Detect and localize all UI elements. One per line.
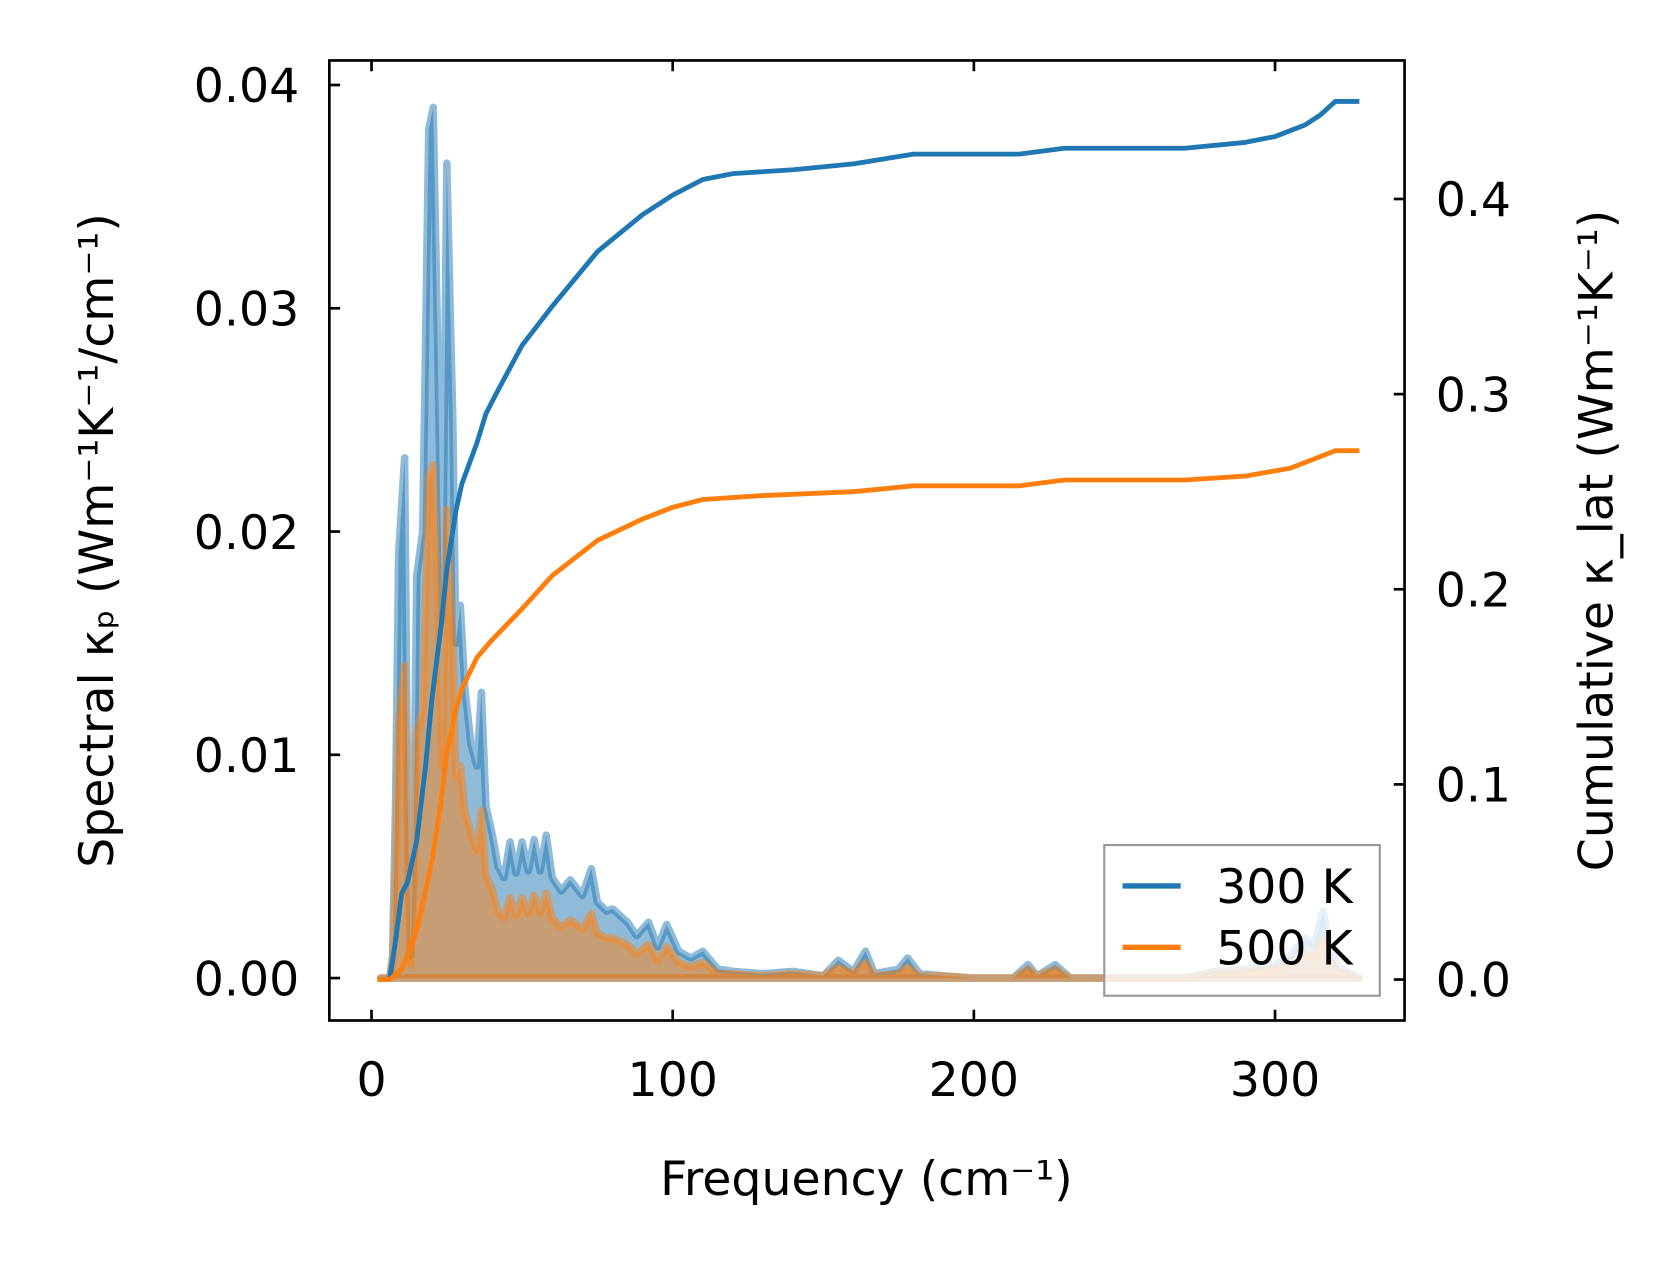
- x-tick-label: 300: [1230, 1053, 1320, 1108]
- cumulative-line-300k: [377, 99, 1360, 982]
- x-tick-label: 200: [929, 1053, 1019, 1108]
- y-left-tick-label: 0.03: [194, 283, 299, 338]
- y-axis-right-label: Cumulative κ_lat (Wm⁻¹K⁻¹): [1569, 210, 1624, 871]
- x-tick-label: 100: [627, 1053, 717, 1108]
- legend-box: [1103, 843, 1381, 997]
- y-right-tick-label: 0.3: [1436, 368, 1511, 423]
- legend: 300 K 500 K: [1103, 843, 1381, 997]
- y-right-tick-label: 0.2: [1436, 563, 1511, 618]
- legend-label-500k: 500 K: [1216, 922, 1354, 977]
- x-tick-label: 0: [356, 1053, 386, 1108]
- cumulative-line-500k: [377, 448, 1360, 982]
- y-left-tick-label: 0.04: [194, 59, 299, 114]
- axis-ticks: 0 100 200 300 0.00 0.01 0.02 0.03 0.04 0.0 0.1 0.2 0…: [194, 59, 1511, 1108]
- y-left-tick-label: 0.01: [194, 729, 299, 784]
- x-axis-label: Frequency (cm⁻¹): [660, 1152, 1073, 1207]
- plot-frame: [327, 59, 1406, 1022]
- y-left-tick-label: 0.02: [194, 506, 299, 561]
- y-right-tick-label: 0.0: [1436, 954, 1511, 1009]
- legend-label-300k: 300 K: [1216, 860, 1354, 915]
- y-right-tick-label: 0.4: [1436, 173, 1511, 228]
- y-left-tick-label: 0.00: [194, 952, 299, 1007]
- y-right-tick-label: 0.1: [1436, 759, 1511, 814]
- cumulative-lines: [377, 99, 1360, 982]
- y-axis-left-label: Spectral κₚ (Wm⁻¹K⁻¹/cm⁻¹): [70, 213, 125, 868]
